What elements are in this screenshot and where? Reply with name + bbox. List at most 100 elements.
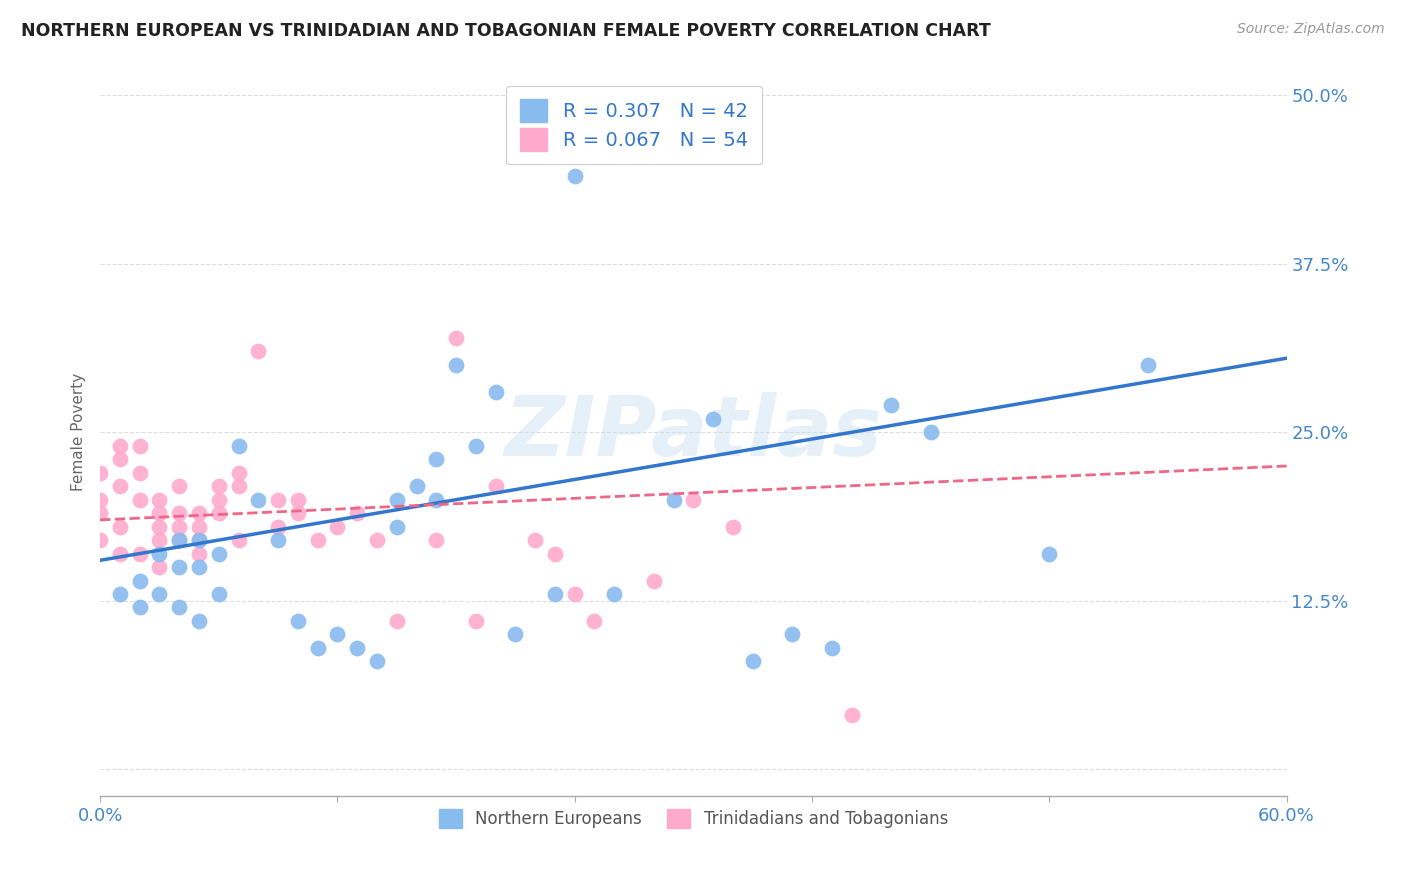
Point	[128, 574, 150, 588]
Point	[643, 574, 665, 588]
Point	[167, 533, 190, 547]
Point	[228, 439, 250, 453]
Point	[208, 587, 231, 601]
Point	[108, 547, 131, 561]
Point	[108, 587, 131, 601]
Point	[228, 479, 250, 493]
Point	[108, 452, 131, 467]
Point	[287, 614, 309, 628]
Point	[267, 492, 290, 507]
Point	[505, 627, 527, 641]
Point	[108, 519, 131, 533]
Point	[484, 479, 506, 493]
Point	[346, 640, 368, 655]
Text: Source: ZipAtlas.com: Source: ZipAtlas.com	[1237, 22, 1385, 37]
Point	[128, 600, 150, 615]
Point	[544, 547, 567, 561]
Point	[662, 492, 685, 507]
Point	[167, 479, 190, 493]
Point	[880, 398, 903, 412]
Point	[108, 479, 131, 493]
Point	[228, 533, 250, 547]
Point	[544, 587, 567, 601]
Point	[188, 533, 211, 547]
Point	[188, 614, 211, 628]
Point	[821, 640, 844, 655]
Point	[920, 425, 942, 440]
Point	[464, 614, 486, 628]
Point	[208, 492, 231, 507]
Point	[247, 344, 270, 359]
Point	[564, 169, 586, 184]
Y-axis label: Female Poverty: Female Poverty	[72, 373, 86, 491]
Point	[188, 519, 211, 533]
Point	[188, 533, 211, 547]
Point	[287, 492, 309, 507]
Point	[148, 547, 170, 561]
Point	[89, 492, 111, 507]
Point	[741, 654, 763, 668]
Point	[425, 492, 447, 507]
Point	[307, 533, 329, 547]
Point	[385, 519, 408, 533]
Text: NORTHERN EUROPEAN VS TRINIDADIAN AND TOBAGONIAN FEMALE POVERTY CORRELATION CHART: NORTHERN EUROPEAN VS TRINIDADIAN AND TOB…	[21, 22, 991, 40]
Point	[128, 439, 150, 453]
Point	[148, 519, 170, 533]
Point	[108, 439, 131, 453]
Point	[247, 492, 270, 507]
Point	[603, 587, 626, 601]
Point	[385, 614, 408, 628]
Point	[1038, 547, 1060, 561]
Point	[89, 533, 111, 547]
Point	[208, 506, 231, 520]
Point	[385, 492, 408, 507]
Point	[721, 519, 744, 533]
Legend: Northern Europeans, Trinidadians and Tobagonians: Northern Europeans, Trinidadians and Tob…	[432, 803, 955, 835]
Point	[682, 492, 704, 507]
Point	[89, 466, 111, 480]
Point	[167, 533, 190, 547]
Point	[228, 466, 250, 480]
Point	[326, 627, 349, 641]
Text: ZIPatlas: ZIPatlas	[505, 392, 883, 473]
Point	[366, 533, 388, 547]
Point	[484, 384, 506, 399]
Point	[148, 492, 170, 507]
Point	[188, 547, 211, 561]
Point	[307, 640, 329, 655]
Point	[128, 492, 150, 507]
Point	[167, 600, 190, 615]
Point	[208, 479, 231, 493]
Point	[1137, 358, 1160, 372]
Point	[148, 560, 170, 574]
Point	[841, 708, 863, 723]
Point	[444, 358, 467, 372]
Point	[167, 519, 190, 533]
Point	[780, 627, 803, 641]
Point	[188, 560, 211, 574]
Point	[208, 547, 231, 561]
Point	[425, 533, 447, 547]
Point	[188, 506, 211, 520]
Point	[524, 533, 547, 547]
Point	[287, 506, 309, 520]
Point	[167, 506, 190, 520]
Point	[702, 412, 724, 426]
Point	[464, 439, 486, 453]
Point	[564, 587, 586, 601]
Point	[128, 547, 150, 561]
Point	[128, 466, 150, 480]
Point	[148, 587, 170, 601]
Point	[267, 519, 290, 533]
Point	[326, 519, 349, 533]
Point	[267, 533, 290, 547]
Point	[583, 614, 606, 628]
Point	[405, 479, 427, 493]
Point	[167, 560, 190, 574]
Point	[425, 452, 447, 467]
Point	[89, 506, 111, 520]
Point	[148, 533, 170, 547]
Point	[366, 654, 388, 668]
Point	[148, 506, 170, 520]
Point	[346, 506, 368, 520]
